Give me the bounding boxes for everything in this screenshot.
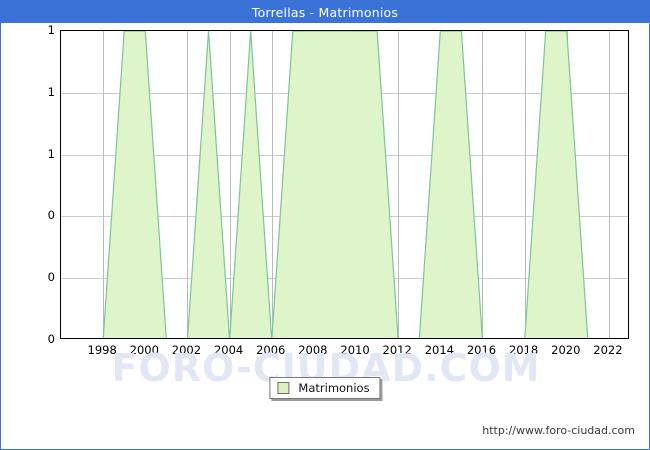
y-axis-tick-label: 1 xyxy=(47,84,55,99)
x-axis-tick-label: 2002 xyxy=(171,343,202,357)
y-axis-tick-label: 1 xyxy=(47,23,55,37)
x-axis-tick-label: 2022 xyxy=(593,343,623,357)
gridline-vertical xyxy=(187,31,189,338)
window-title-bar: Torrellas - Matrimonios xyxy=(1,1,649,23)
x-axis-tick-label: 2014 xyxy=(424,343,454,357)
gridline-vertical xyxy=(524,31,526,338)
y-axis-tick-label: 0 xyxy=(47,332,55,346)
x-axis-labels: 1998 2000 2002 2004 2006 2008 2010 2012 2014 2016… xyxy=(60,343,629,361)
gridline-vertical xyxy=(271,31,273,338)
legend-label-matrimonios: Matrimonios xyxy=(298,381,370,395)
gridline-vertical xyxy=(229,31,231,338)
gridline-vertical xyxy=(103,31,105,338)
x-axis-tick-label: 2012 xyxy=(382,343,412,357)
plot-area xyxy=(60,30,629,339)
y-axis-tick-label: 0 xyxy=(47,208,55,223)
chart-legend: Matrimonios xyxy=(269,377,381,399)
x-axis-tick-label: 2016 xyxy=(466,343,497,357)
gridline-vertical xyxy=(608,31,610,338)
legend-swatch-matrimonios xyxy=(277,382,290,394)
x-axis-tick-label: 2004 xyxy=(213,343,244,357)
series-line xyxy=(102,31,589,338)
x-axis-tick-label: 2000 xyxy=(129,343,159,357)
series-matrimonios xyxy=(102,31,589,338)
y-axis-tick-label: 0 xyxy=(47,270,55,285)
x-axis-tick-label: 2018 xyxy=(508,343,539,357)
x-axis-tick-label: 2010 xyxy=(340,343,370,357)
gridline-vertical xyxy=(482,31,484,338)
x-axis-tick-label: 2008 xyxy=(298,343,328,357)
x-axis-tick-label: 2006 xyxy=(256,343,286,357)
series-area-fill xyxy=(103,31,588,338)
gridline-vertical xyxy=(398,31,400,338)
x-axis-tick-label: 2020 xyxy=(551,343,581,357)
y-axis-labels: 0 0 0 1 1 1 xyxy=(5,23,55,346)
x-axis-tick-label: 1998 xyxy=(87,343,117,357)
y-axis-tick-label: 1 xyxy=(47,146,55,161)
page-title: Torrellas - Matrimonios xyxy=(251,4,399,20)
source-url: http://www.foro-ciudad.com xyxy=(482,424,635,437)
